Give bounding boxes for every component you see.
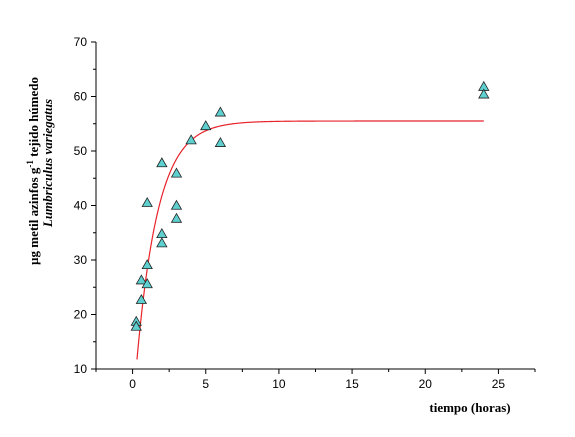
x-tick-label: 15 — [345, 377, 359, 391]
data-point — [130, 320, 142, 331]
x-axis-ticks: 0 5 10 15 20 25 — [95, 369, 536, 391]
data-point — [141, 278, 153, 289]
data-point — [214, 137, 227, 147]
data-point — [135, 293, 148, 304]
y-tick-label: 10 — [74, 362, 88, 376]
x-tick-label: 25 — [492, 377, 506, 391]
data-point — [478, 88, 490, 99]
y-tick-label: 70 — [74, 35, 88, 49]
x-tick-label: 20 — [419, 377, 433, 391]
y-tick-label: 20 — [74, 308, 88, 322]
data-point — [214, 106, 227, 117]
data-point — [141, 196, 153, 207]
data-point — [156, 237, 168, 248]
data-point — [170, 199, 183, 210]
data-point — [200, 120, 212, 131]
x-tick-label: 10 — [272, 377, 286, 391]
y-tick-label: 50 — [74, 144, 88, 158]
data-point — [170, 212, 183, 223]
x-tick-label: 5 — [202, 377, 209, 391]
data-point — [185, 134, 197, 145]
data-point — [141, 259, 153, 270]
y-axis-title-line1: µg metil azinfos g-1 tejido húmedo — [25, 77, 41, 265]
y-tick-label: 60 — [74, 90, 88, 104]
x-tick-label: 0 — [129, 377, 136, 391]
data-point — [156, 157, 168, 168]
x-axis-title: tiempo (horas) — [429, 400, 510, 415]
y-tick-label: 40 — [74, 199, 88, 213]
data-points — [130, 80, 490, 331]
data-point — [170, 167, 183, 178]
y-tick-label: 30 — [74, 253, 88, 267]
axes-frame — [95, 42, 535, 370]
y-axis-ticks: 10 20 30 40 50 60 70 — [74, 35, 96, 376]
data-point — [156, 228, 168, 238]
data-point — [135, 274, 148, 285]
y-axis-title-line2: Lumbriculus variegatus — [40, 99, 55, 228]
fit-curve — [136, 120, 484, 360]
